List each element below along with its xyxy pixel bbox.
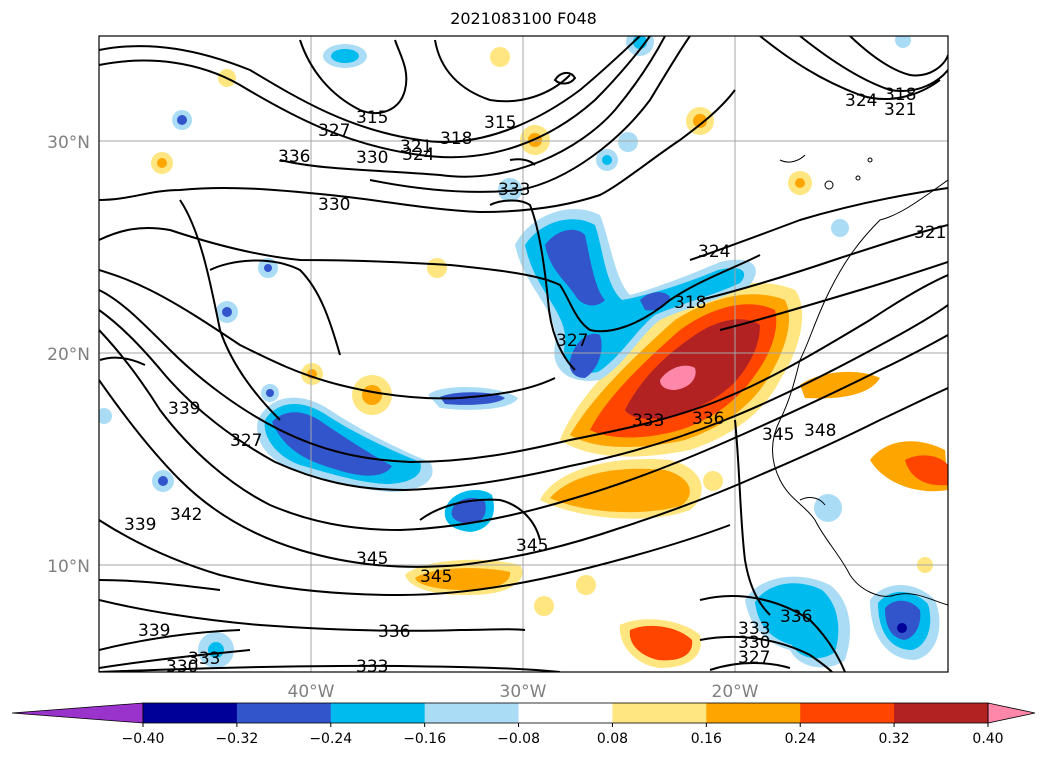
colorbar-tick-label: 0.40 <box>972 731 1003 747</box>
colorbar-outline <box>142 702 989 724</box>
colorbar-segment <box>612 703 707 723</box>
colorbar-tick-label: −0.32 <box>215 731 258 747</box>
colorbar-segment <box>894 703 989 723</box>
contour-label: 318 <box>674 293 706 313</box>
colorbar-extend-low <box>11 702 144 724</box>
colorbar-segment <box>424 703 520 723</box>
contour-label: 321 <box>914 223 946 243</box>
contour-label: 315 <box>484 113 516 133</box>
contour-label: 339 <box>168 399 200 419</box>
contour-label: 336 <box>278 147 310 167</box>
lon-label: 40°W <box>288 682 335 702</box>
colorbar: −0.40 −0.32 −0.24 −0.16 −0.08 0.08 0.16 0.24 0.3… <box>11 702 1036 747</box>
contour-label: 327 <box>230 431 262 451</box>
contour-label: 336 <box>692 409 724 429</box>
colorbar-tick-label: 0.24 <box>785 731 816 747</box>
contour-label: 333 <box>188 649 220 669</box>
lon-label: 20°W <box>712 682 759 702</box>
map-title: 2021083100 F048 <box>450 9 597 28</box>
positive-anomaly-pink <box>660 365 696 390</box>
contour-label: 330 <box>356 148 388 168</box>
contour-label: 336 <box>378 622 410 642</box>
anomaly-fill-layer <box>99 36 948 668</box>
colorbar-tick-label: 0.16 <box>691 731 722 747</box>
contour-label: 336 <box>780 607 812 627</box>
colorbar-segment <box>800 703 895 723</box>
colorbar-tick-label: 0.08 <box>597 731 628 747</box>
contour-label: 342 <box>170 505 202 525</box>
contour-label: 330 <box>166 657 198 677</box>
contour-label: 327 <box>318 121 350 141</box>
lat-label: 10°N <box>47 557 90 577</box>
contour-label: 345 <box>516 536 548 556</box>
contour-label: 324 <box>402 145 434 165</box>
contour-label: 333 <box>632 411 664 431</box>
colorbar-tick-label: −0.40 <box>122 731 165 747</box>
contour-label: 330 <box>318 195 350 215</box>
contour-label: 321 <box>400 137 432 157</box>
colorbar-tick-label: −0.24 <box>309 731 352 747</box>
colorbar-segment <box>143 703 238 723</box>
contour-label-layer: 315 327 321 324 318 315 330 336 330 333 … <box>124 85 946 677</box>
contour-label: 339 <box>138 621 170 641</box>
positive-anomaly-ne <box>800 371 880 399</box>
contour-label: 348 <box>804 421 836 441</box>
lon-label: 30°W <box>500 682 547 702</box>
contour-label: 345 <box>420 567 452 587</box>
contour-label: 333 <box>356 657 388 677</box>
contour-label: 318 <box>440 129 472 149</box>
colorbar-tick-label: 0.32 <box>879 731 910 747</box>
contour-label: 324 <box>845 91 877 111</box>
lat-label: 30°N <box>47 133 90 153</box>
contour-label: 330 <box>738 633 770 653</box>
colorbar-segment <box>518 703 613 723</box>
contour-label: 333 <box>738 619 770 639</box>
contour-label: 333 <box>498 180 530 200</box>
colorbar-segment <box>706 703 801 723</box>
contour-label: 345 <box>762 425 794 445</box>
coastline <box>772 154 948 606</box>
contour-label: 315 <box>356 108 388 128</box>
colorbar-extend-high <box>987 702 1036 724</box>
colorbar-segment <box>236 703 332 723</box>
contour-label: 327 <box>738 648 770 668</box>
lat-label: 20°N <box>47 345 90 365</box>
contour-label: 321 <box>884 100 916 120</box>
colorbar-segment <box>330 703 426 723</box>
contour-label: 345 <box>356 549 388 569</box>
plot-frame <box>98 35 949 673</box>
contour-label: 339 <box>124 515 156 535</box>
colorbar-tick-label: −0.16 <box>403 731 446 747</box>
contour-lines <box>99 36 948 672</box>
contour-label: 327 <box>556 331 588 351</box>
contour-label: 318 <box>884 85 916 105</box>
colorbar-tick-label: −0.08 <box>497 731 540 747</box>
contour-label: 324 <box>698 242 730 262</box>
graticule <box>99 36 948 672</box>
